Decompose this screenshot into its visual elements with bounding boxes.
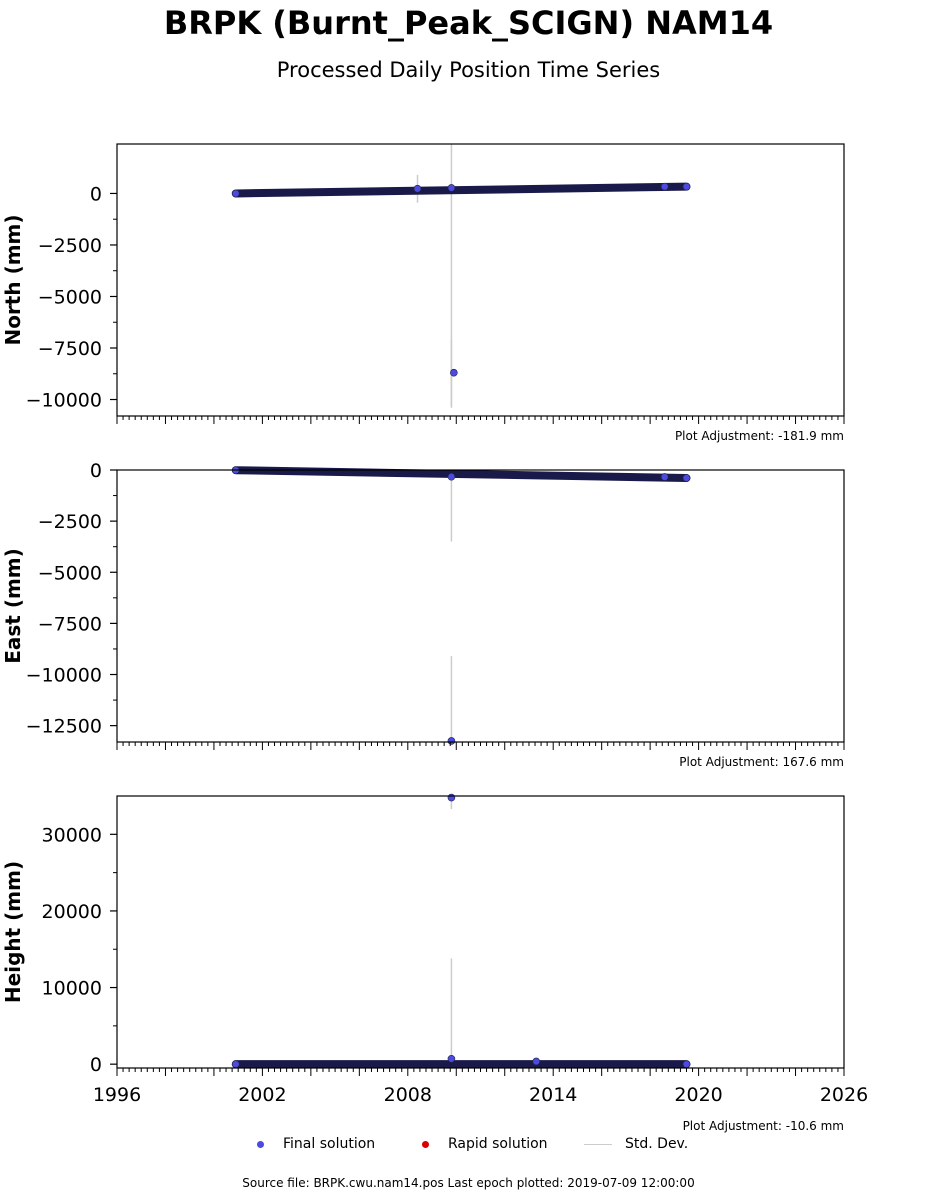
panel1-point-2 xyxy=(447,184,456,192)
panel2-daily-solutions-trend xyxy=(231,466,691,482)
panel3-ytick-label-0: 0 xyxy=(90,1054,102,1076)
panel1-point-4 xyxy=(660,182,669,191)
panel3-point-2 xyxy=(532,1057,541,1066)
source-footnote: Source file: BRPK.cwu.nam14.pos Last epo… xyxy=(242,1176,695,1190)
panel2-ytick-label-5: −12500 xyxy=(26,716,102,738)
panel2-ytick-label-3: −7500 xyxy=(38,613,102,635)
chart-subtitle: Processed Daily Position Time Series xyxy=(276,58,661,82)
panel3-xtick-label-3: 2014 xyxy=(529,1084,577,1106)
panel3-axes-frame xyxy=(116,795,845,1069)
panel3-point-0 xyxy=(231,1060,240,1068)
panel2-plot-adjustment: Plot Adjustment: 167.6 mm xyxy=(679,755,844,769)
panel2-point-2 xyxy=(660,473,669,481)
panel3-xtick-label-4: 2020 xyxy=(674,1084,722,1106)
panel1-point-0 xyxy=(231,189,240,198)
panel3-plot-adjustment: Plot Adjustment: -10.6 mm xyxy=(683,1119,844,1133)
panel2-ytick-label-1: −2500 xyxy=(38,511,102,533)
legend-stddev: Std. Dev. xyxy=(584,1136,688,1152)
panel1-plot-adjustment: Plot Adjustment: -181.9 mm xyxy=(675,429,844,443)
panel1-ytick-label-4: −10000 xyxy=(26,390,102,412)
panel1-ytick-label-2: −5000 xyxy=(38,286,102,308)
panel3-point-3 xyxy=(682,1060,691,1068)
panel2-y-axis-label: East (mm) xyxy=(1,548,25,664)
panel3-point-4 xyxy=(447,793,456,802)
panel2-point-4 xyxy=(447,737,456,745)
panel3-ytick-label-2: 20000 xyxy=(42,901,102,923)
panel3-xtick-label-5: 2026 xyxy=(820,1084,868,1106)
panel2-axes-frame xyxy=(116,469,845,743)
panel1-point-3 xyxy=(450,368,458,377)
panel3-xtick-label-1: 2002 xyxy=(238,1084,286,1106)
panel2-ytick-label-2: −5000 xyxy=(38,562,102,584)
panel3-ytick-label-1: 10000 xyxy=(42,978,102,1000)
legend: Final solution Rapid solution Std. Dev. xyxy=(0,1136,937,1158)
panel3-y-axis-label: Height (mm) xyxy=(1,861,25,1003)
panel1-ytick-label-3: −7500 xyxy=(38,338,102,360)
legend-rapid: Rapid solution xyxy=(422,1136,548,1152)
legend-final: Final solution xyxy=(257,1136,375,1152)
panel1-axes-frame xyxy=(116,143,845,417)
legend-rapid-label: Rapid solution xyxy=(448,1136,548,1152)
panel3-xtick-label-0: 1996 xyxy=(93,1084,141,1106)
legend-stddev-label: Std. Dev. xyxy=(625,1136,689,1152)
legend-rapid-marker xyxy=(422,1140,429,1148)
panel2-point-1 xyxy=(447,472,456,481)
legend-stddev-marker xyxy=(584,1143,612,1145)
panel1-point-1 xyxy=(413,184,422,193)
panel1-point-5 xyxy=(682,182,691,191)
legend-final-label: Final solution xyxy=(283,1136,376,1152)
panel3-ytick-label-3: 30000 xyxy=(42,824,102,846)
panel2-point-3 xyxy=(682,474,691,482)
panel1-y-axis-label: North (mm) xyxy=(1,214,25,345)
panel1-daily-solutions-trend xyxy=(231,182,691,198)
panel3-point-1 xyxy=(447,1055,456,1063)
chart-title: BRPK (Burnt_Peak_SCIGN) NAM14 xyxy=(163,4,774,42)
panel3-xtick-label-2: 2008 xyxy=(384,1084,432,1106)
panel1-ytick-label-0: 0 xyxy=(90,183,102,205)
legend-final-marker xyxy=(257,1140,264,1148)
panel2-ytick-label-0: 0 xyxy=(90,460,102,482)
panel1-ytick-label-1: −2500 xyxy=(38,235,102,257)
panel2-ytick-label-4: −10000 xyxy=(26,665,102,687)
